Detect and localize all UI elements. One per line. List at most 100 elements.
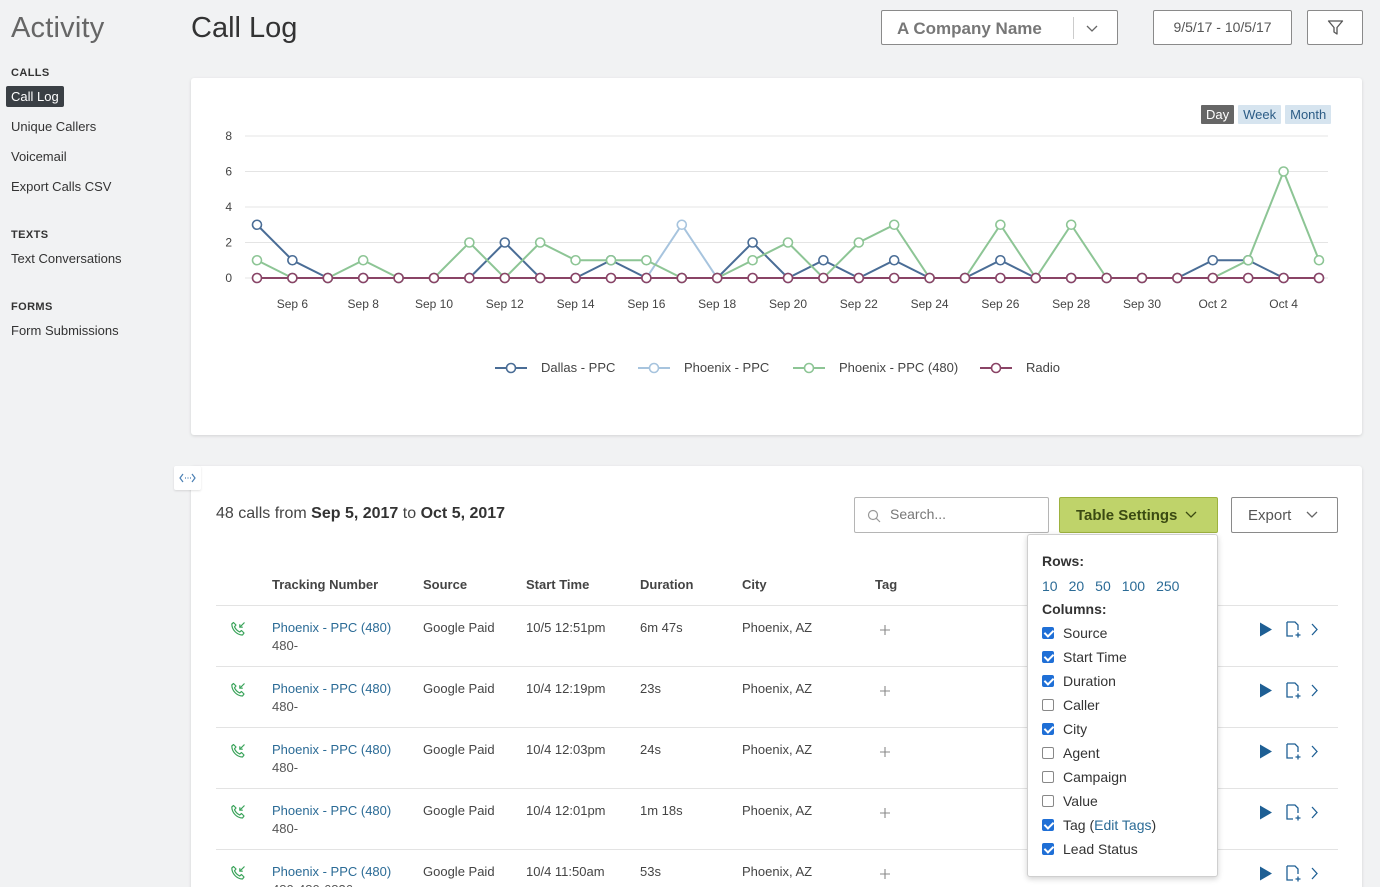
tracking-number-link[interactable]: Phoenix - PPC (480) [272, 742, 392, 757]
add-note-icon[interactable] [1284, 864, 1303, 883]
tracking-number-link[interactable]: Phoenix - PPC (480) [272, 803, 392, 818]
data-point-radio [995, 272, 1006, 284]
checkbox[interactable] [1042, 747, 1054, 759]
column-option-duration[interactable]: Duration [1042, 672, 1116, 690]
play-icon[interactable] [1258, 743, 1274, 760]
play-icon[interactable] [1258, 621, 1274, 638]
column-option-caller[interactable]: Caller [1042, 696, 1100, 714]
checkbox[interactable] [1042, 771, 1054, 783]
date-range-picker[interactable]: 9/5/17 - 10/5/17 [1153, 10, 1292, 45]
column-header-tracking-number[interactable]: Tracking Number [272, 577, 379, 592]
sidebar-item-text-conversations[interactable]: Text Conversations [11, 251, 122, 266]
y-tick-label: 2 [225, 236, 232, 250]
city-cell: Phoenix, AZ [742, 620, 813, 635]
checkbox[interactable] [1042, 627, 1054, 639]
x-tick-label: Sep 16 [627, 297, 665, 311]
checkbox[interactable] [1042, 843, 1054, 855]
play-icon[interactable] [1258, 804, 1274, 821]
expand-button[interactable] [174, 466, 201, 490]
chevron-right-icon[interactable] [1310, 866, 1320, 881]
checkbox[interactable] [1042, 723, 1054, 735]
column-header-source[interactable]: Source [423, 577, 468, 592]
data-point-radio [570, 272, 581, 284]
chevron-down-icon [1086, 25, 1098, 32]
data-point-phoenix-ppc-480 [534, 237, 546, 248]
add-note-icon[interactable] [1284, 681, 1303, 700]
column-header-duration[interactable]: Duration [640, 577, 694, 592]
checkbox[interactable] [1042, 819, 1054, 831]
duration-cell: 53s [640, 864, 661, 879]
add-note-icon[interactable] [1284, 620, 1303, 639]
data-point-phoenix-ppc [676, 219, 688, 231]
data-point-radio [1242, 272, 1254, 284]
data-point-radio [1030, 272, 1042, 284]
add-tag-icon[interactable] [879, 624, 891, 636]
filter-button[interactable] [1307, 10, 1363, 45]
column-option-tag[interactable]: Tag (Edit Tags) [1042, 816, 1156, 834]
chevron-right-icon[interactable] [1310, 744, 1320, 759]
edit-tags-link[interactable]: Edit Tags [1094, 817, 1152, 833]
column-option-start-time[interactable]: Start Time [1042, 648, 1127, 666]
tracking-number-link[interactable]: Phoenix - PPC (480) [272, 681, 392, 696]
tracking-number-link[interactable]: Phoenix - PPC (480) [272, 620, 392, 635]
column-option-source[interactable]: Source [1042, 624, 1107, 642]
column-option-label: Campaign [1063, 769, 1127, 785]
rows-option-20[interactable]: 20 [1068, 578, 1085, 594]
column-option-campaign[interactable]: Campaign [1042, 768, 1127, 786]
sidebar-item-voicemail[interactable]: Voicemail [11, 149, 67, 164]
search-input[interactable] [890, 506, 1040, 522]
add-tag-icon[interactable] [879, 807, 891, 819]
table-settings-button[interactable]: Table Settings [1059, 497, 1218, 533]
rows-option-250[interactable]: 250 [1156, 578, 1180, 594]
call-volume-chart: 0 2 4 6 8 Sep 6 Sep 8 Sep 10 Sep 12 Sep 14 Sep 16 S… [225, 129, 1328, 375]
x-tick-label: Sep 6 [277, 297, 309, 311]
column-header-start-time[interactable]: Start Time [526, 577, 590, 592]
export-button[interactable]: Export [1231, 497, 1338, 533]
sidebar-heading-texts: TEXTS [11, 229, 49, 241]
chevron-right-icon[interactable] [1310, 622, 1320, 637]
chevron-right-icon[interactable] [1310, 805, 1320, 820]
source-cell: Google Paid [423, 742, 495, 757]
play-icon[interactable] [1258, 682, 1274, 699]
chevron-right-icon[interactable] [1310, 683, 1320, 698]
checkbox[interactable] [1042, 651, 1054, 663]
column-option-lead-status[interactable]: Lead Status [1042, 840, 1138, 858]
data-point-radio [1313, 272, 1325, 284]
data-point-phoenix-ppc-480 [605, 254, 617, 266]
column-option-agent[interactable]: Agent [1042, 744, 1100, 762]
checkbox[interactable] [1042, 675, 1054, 687]
column-option-value[interactable]: Value [1042, 792, 1098, 810]
inbound-call-icon [231, 743, 245, 758]
column-header-city[interactable]: City [742, 577, 767, 592]
sidebar-item-export-calls-csv[interactable]: Export Calls CSV [11, 179, 112, 194]
legend-swatch-point [505, 362, 517, 374]
column-header-tag[interactable]: Tag [875, 577, 898, 592]
add-note-icon[interactable] [1284, 742, 1303, 761]
tracking-number-link[interactable]: Phoenix - PPC (480) [272, 864, 392, 879]
play-icon[interactable] [1258, 865, 1274, 882]
range-week-button[interactable]: Week [1238, 105, 1282, 124]
range-month-button[interactable]: Month [1285, 105, 1332, 124]
sidebar-item-call-log[interactable]: Call Log [6, 86, 64, 107]
add-tag-icon[interactable] [879, 868, 891, 880]
sidebar-item-unique-callers[interactable]: Unique Callers [11, 119, 97, 134]
checkbox[interactable] [1042, 795, 1054, 807]
page-title: Call Log [191, 12, 298, 44]
rows-option-100[interactable]: 100 [1121, 578, 1146, 594]
company-select[interactable]: A Company Name [881, 10, 1118, 45]
data-point-phoenix-ppc-480 [853, 237, 865, 248]
add-note-icon[interactable] [1284, 803, 1303, 822]
x-tick-label: Oct 2 [1198, 297, 1227, 311]
rows-option-50[interactable]: 50 [1095, 578, 1111, 594]
add-tag-icon[interactable] [879, 746, 891, 758]
data-point-radio [464, 272, 475, 284]
duration-cell: 6m 47s [640, 620, 683, 635]
x-tick-label: Sep 20 [769, 297, 807, 311]
column-option-city[interactable]: City [1042, 720, 1087, 738]
add-tag-icon[interactable] [879, 685, 891, 697]
rows-option-10[interactable]: 10 [1042, 578, 1058, 594]
checkbox[interactable] [1042, 699, 1054, 711]
range-day-button[interactable]: Day [1201, 105, 1235, 124]
data-point-radio [357, 272, 369, 284]
sidebar-item-form-submissions[interactable]: Form Submissions [11, 323, 119, 338]
